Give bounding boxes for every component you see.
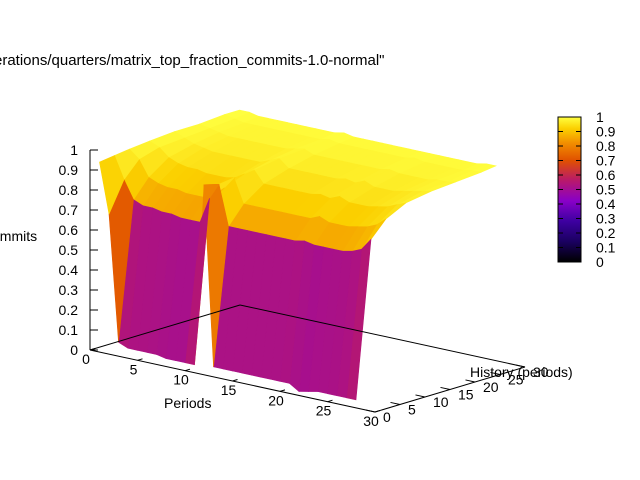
y-tick-label: 25 (508, 372, 524, 388)
y-tick-label: 15 (458, 387, 474, 403)
y-tick-mark (515, 364, 526, 368)
colorbar-ticks: 00.10.20.30.40.50.60.70.80.91 (558, 109, 616, 270)
colorbar-tick-label: 0.3 (596, 211, 616, 227)
colorbar-tick-label: 0 (596, 254, 604, 270)
y-tick-mark (390, 401, 401, 405)
y-tick-mark (415, 394, 426, 398)
z-tick-label: 0.9 (59, 162, 79, 178)
y-tick-mark (440, 386, 451, 390)
colorbar-tick-label: 0.4 (596, 196, 616, 212)
z-tick-label: 0.4 (59, 262, 79, 278)
y-tick-mark (465, 379, 476, 383)
x-tick-label: 5 (130, 361, 138, 377)
surface-cell (99, 155, 125, 216)
y-tick-mark (365, 409, 376, 413)
z-tick-label: 0.5 (59, 242, 79, 258)
colorbar-tick-label: 0.7 (596, 153, 616, 169)
y-tick-mark (490, 371, 501, 375)
chart-title: erations/quarters/matrix_top_fraction_co… (0, 52, 384, 69)
colorbar-tick-label: 0.2 (596, 225, 616, 241)
z-tick-label: 0.2 (59, 302, 79, 318)
colorbar-tick-label: 1 (596, 109, 604, 125)
x-axis-label: Periods (164, 395, 211, 411)
y-axis-label: History (periods) (470, 364, 573, 380)
y-tick-label: 5 (408, 402, 416, 418)
y-tick-label: 10 (433, 394, 449, 410)
z-tick-label: 0.6 (59, 222, 79, 238)
colorbar-tick-label: 0.5 (596, 182, 616, 198)
x-tick-mark (374, 410, 381, 413)
x-tick-label: 15 (221, 382, 237, 398)
z-tick-label: 0.7 (59, 202, 79, 218)
z-tick-label: 0.8 (59, 182, 79, 198)
z-tick-label: 1 (70, 142, 78, 158)
z-tick-label: 0.1 (59, 322, 79, 338)
colorbar-tick-label: 0.8 (596, 138, 616, 154)
x-tick-label: 0 (82, 351, 90, 367)
back-axis-line (239, 304, 526, 368)
x-tick-label: 10 (173, 372, 189, 388)
surface-plot (99, 109, 497, 401)
z-axis-label: ommits (0, 228, 37, 244)
x-tick-mark (184, 368, 191, 372)
z-tick-label: 0.3 (59, 282, 79, 298)
colorbar-tick-label: 0.9 (596, 124, 616, 140)
y-tick-label: 30 (533, 364, 549, 380)
z-tick-label: 0 (70, 342, 78, 358)
y-tick-label: 0 (383, 409, 391, 425)
x-tick-mark (232, 379, 238, 382)
back-axis-line (89, 304, 241, 351)
y-tick-label: 20 (483, 379, 499, 395)
x-tick-label: 20 (268, 392, 284, 408)
x-tick-label: 25 (316, 403, 332, 419)
x-tick-mark (137, 358, 143, 361)
x-tick-mark (279, 389, 286, 392)
x-tick-label: 30 (363, 413, 379, 429)
colorbar-tick-label: 0.1 (596, 240, 616, 256)
x-tick-mark (327, 399, 333, 403)
colorbar-tick-label: 0.6 (596, 167, 616, 183)
